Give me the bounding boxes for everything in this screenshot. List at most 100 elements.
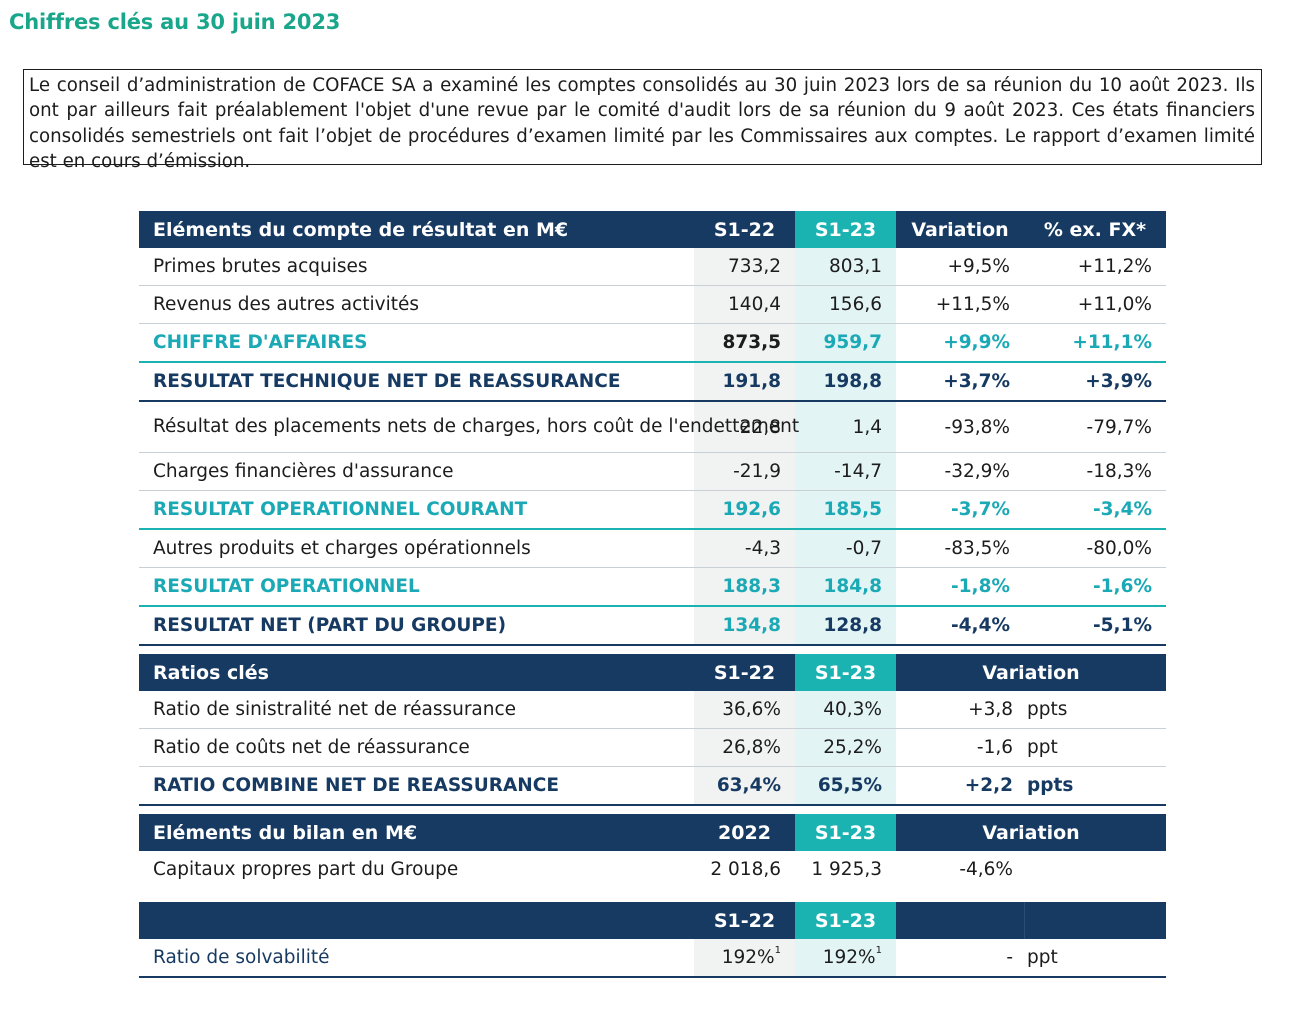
value-variation: -32,9% bbox=[896, 452, 1024, 491]
value-exfx: +11,1% bbox=[1024, 323, 1166, 363]
value-s1-23: 40,3% bbox=[795, 691, 896, 729]
income-header-s1-22: S1-22 bbox=[694, 211, 795, 248]
table-row: Ratio de sinistralité net de réassurance… bbox=[139, 691, 1166, 729]
value-exfx: -3,4% bbox=[1024, 490, 1166, 530]
value-s1-23: -0,7 bbox=[795, 529, 896, 568]
table-row: Résultat des placements nets de charges,… bbox=[139, 401, 1166, 453]
value-exfx: -79,7% bbox=[1024, 401, 1166, 453]
table-row: Primes brutes acquises 733,2 803,1 +9,5%… bbox=[139, 248, 1166, 286]
table-row: Ratio de coûts net de réassurance 26,8% … bbox=[139, 728, 1166, 767]
solvency-header-row: S1-22 S1-23 bbox=[139, 902, 1166, 939]
value-variation: +11,5% bbox=[896, 285, 1024, 324]
balance-header-s1-23: S1-23 bbox=[795, 814, 896, 851]
income-header-exfx: % ex. FX* bbox=[1024, 211, 1166, 248]
value-variation: +2,2 ppts bbox=[896, 766, 1166, 806]
solvency-header-s1-23: S1-23 bbox=[795, 902, 896, 939]
table-row-solvency: Ratio de solvabilité 192%1 192%1 - ppt bbox=[139, 939, 1166, 978]
value-exfx: +3,9% bbox=[1024, 362, 1166, 402]
table-row: Capitaux propres part du Groupe 2 018,6 … bbox=[139, 851, 1166, 888]
value-variation: - ppt bbox=[896, 939, 1166, 978]
value-text: 192% bbox=[721, 947, 775, 968]
row-label: Ratio de solvabilité bbox=[139, 939, 694, 978]
income-header-s1-23: S1-23 bbox=[795, 211, 896, 248]
table-row-technical-result: RESULTAT TECHNIQUE NET DE REASSURANCE 19… bbox=[139, 362, 1166, 402]
row-label: Charges financières d'assurance bbox=[139, 452, 694, 491]
row-label: Primes brutes acquises bbox=[139, 248, 694, 286]
value-s1-23: 156,6 bbox=[795, 285, 896, 324]
row-label: RESULTAT NET (PART DU GROUPE) bbox=[139, 606, 694, 646]
value-s1-22: 22,8 bbox=[694, 401, 795, 453]
value-s1-22: 192%1 bbox=[694, 939, 795, 978]
income-header-row: Eléments du compte de résultat en M€ S1-… bbox=[139, 211, 1166, 248]
value-s1-23: 1 925,3 bbox=[795, 851, 896, 888]
value-exfx: -18,3% bbox=[1024, 452, 1166, 491]
value-exfx: +11,0% bbox=[1024, 285, 1166, 324]
row-label: Capitaux propres part du Groupe bbox=[153, 859, 459, 880]
income-header-variation: Variation bbox=[896, 211, 1024, 248]
ratios-header-s1-23: S1-23 bbox=[795, 654, 896, 691]
value-s1-23: 185,5 bbox=[795, 490, 896, 530]
value-s1-22: 26,8% bbox=[694, 728, 795, 767]
ratios-header-row: Ratios clés S1-22 S1-23 Variation bbox=[139, 654, 1166, 691]
value-variation: +3,7% bbox=[896, 362, 1024, 402]
value-s1-22: 733,2 bbox=[694, 248, 795, 286]
row-label: Résultat des placements nets de charges,… bbox=[139, 401, 799, 453]
table-row: Autres produits et charges opérationnels… bbox=[139, 529, 1166, 568]
value-s1-23: 959,7 bbox=[795, 323, 896, 363]
solvency-header-s1-22: S1-22 bbox=[694, 902, 795, 939]
table-row-operating-result: RESULTAT OPERATIONNEL 188,3 184,8 -1,8% … bbox=[139, 567, 1166, 607]
variation-unit: ppt bbox=[1027, 737, 1058, 758]
ratios-header-label: Ratios clés bbox=[139, 654, 694, 691]
table-row-current-operating-result: RESULTAT OPERATIONNEL COURANT 192,6 185,… bbox=[139, 490, 1166, 530]
variation-unit: ppt bbox=[1027, 947, 1058, 968]
value-variation: -4,6% bbox=[896, 851, 1166, 888]
value-variation: -93,8% bbox=[896, 401, 1024, 453]
value-s1-23: 184,8 bbox=[795, 567, 896, 607]
row-label: Ratio de sinistralité net de réassurance bbox=[139, 691, 694, 729]
value-variation: -1,6 ppt bbox=[896, 728, 1166, 767]
value-2022: 2 018,6 bbox=[694, 851, 795, 888]
value-variation: +9,5% bbox=[896, 248, 1024, 286]
key-figures-table: Eléments du compte de résultat en M€ S1-… bbox=[139, 211, 1166, 978]
variation-unit: ppts bbox=[1027, 699, 1068, 720]
value-exfx: -1,6% bbox=[1024, 567, 1166, 607]
solvency-header-empty bbox=[896, 902, 1025, 939]
value-s1-23: 1,4 bbox=[795, 401, 896, 453]
footnote-marker: 1 bbox=[875, 945, 882, 956]
footnote-marker: 1 bbox=[774, 945, 781, 956]
value-exfx: +11,2% bbox=[1024, 248, 1166, 286]
value-s1-22: -4,3 bbox=[694, 529, 795, 568]
ratios-header-variation: Variation bbox=[896, 654, 1166, 691]
balance-header-label: Eléments du bilan en M€ bbox=[139, 814, 694, 851]
row-label: RATIO COMBINE NET DE REASSURANCE bbox=[139, 766, 694, 806]
variation-number: +2,2 bbox=[964, 775, 1013, 796]
value-s1-22: 140,4 bbox=[694, 285, 795, 324]
table-row-net-result: RESULTAT NET (PART DU GROUPE) 134,8 128,… bbox=[139, 606, 1166, 646]
value-variation: -83,5% bbox=[896, 529, 1024, 568]
value-variation: -3,7% bbox=[896, 490, 1024, 530]
variation-unit: ppts bbox=[1027, 775, 1074, 796]
value-s1-23: 25,2% bbox=[795, 728, 896, 767]
row-label: RESULTAT OPERATIONNEL COURANT bbox=[139, 490, 694, 530]
value-text: 192% bbox=[822, 947, 876, 968]
value-s1-22: 134,8 bbox=[694, 606, 795, 646]
value-s1-23: 192%1 bbox=[795, 939, 896, 978]
balance-header-variation: Variation bbox=[896, 814, 1166, 851]
value-s1-22: -21,9 bbox=[694, 452, 795, 491]
row-label: Autres produits et charges opérationnels bbox=[139, 529, 694, 568]
value-s1-22: 188,3 bbox=[694, 567, 795, 607]
variation-number: - bbox=[1006, 947, 1013, 968]
variation-number: -1,6 bbox=[976, 737, 1013, 758]
value-s1-22: 36,6% bbox=[694, 691, 795, 729]
value-variation: +9,9% bbox=[896, 323, 1024, 363]
solvency-header-label bbox=[139, 902, 694, 939]
value-variation: +3,8 ppts bbox=[896, 691, 1166, 729]
variation-number: -4,6% bbox=[959, 859, 1013, 880]
value-exfx: -80,0% bbox=[1024, 529, 1166, 568]
row-label: Ratio de coûts net de réassurance bbox=[139, 728, 694, 767]
row-label: RESULTAT TECHNIQUE NET DE REASSURANCE bbox=[139, 362, 694, 402]
table-row-revenue: CHIFFRE D'AFFAIRES 873,5 959,7 +9,9% +11… bbox=[139, 323, 1166, 363]
value-s1-23: 803,1 bbox=[795, 248, 896, 286]
row-label: RESULTAT OPERATIONNEL bbox=[139, 567, 694, 607]
value-s1-23: 128,8 bbox=[795, 606, 896, 646]
